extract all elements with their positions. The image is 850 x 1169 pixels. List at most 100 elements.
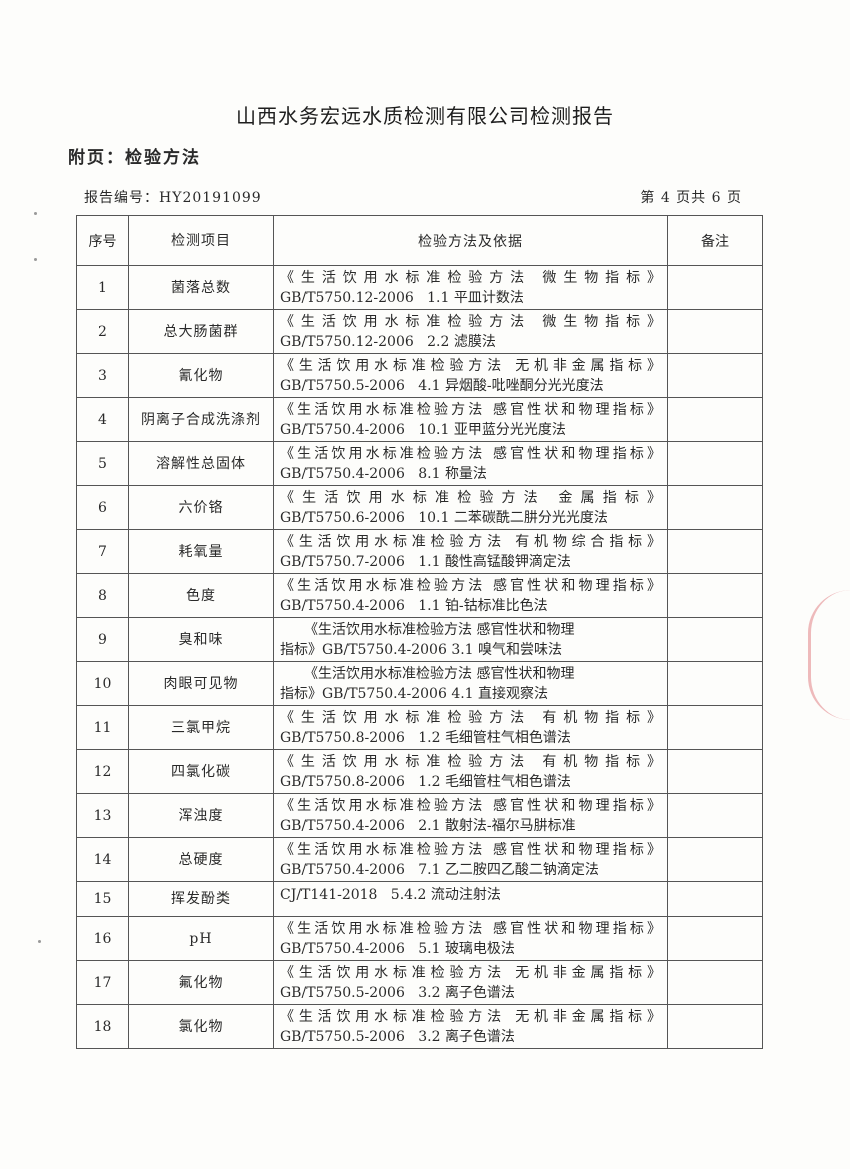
test-item: 六价铬 — [128, 485, 274, 530]
row-number: 10 — [76, 661, 129, 706]
test-item: 臭和味 — [128, 617, 274, 662]
row-number: 7 — [76, 529, 129, 574]
table-row: 17 氟化物 《生活饮用水标准检验方法 无机非金属指标》 GB/T5750.5-200… — [76, 960, 763, 1005]
test-method: 《生活饮用水标准检验方法 无机非金属指标》 GB/T5750.5-2006 3.2… — [273, 960, 668, 1005]
row-number: 8 — [76, 573, 129, 618]
test-method: 《生活饮用水标准检验方法 有机物指标》 GB/T5750.8-2006 1.2 毛… — [273, 705, 668, 750]
remark — [667, 573, 763, 618]
row-number: 11 — [76, 705, 129, 750]
method-standard: 《生活饮用水标准检验方法 有机物指标》 — [280, 709, 661, 726]
table-row: 1 菌落总数 《生活饮用水标准检验方法 微生物指标》 GB/T5750.12-2006… — [76, 265, 763, 310]
header-method: 检验方法及依据 — [273, 215, 668, 266]
row-number: 13 — [76, 793, 129, 838]
table-row: 3 氰化物 《生活饮用水标准检验方法 无机非金属指标》 GB/T5750.5-2006… — [76, 353, 763, 398]
remark — [667, 1004, 763, 1049]
method-reference: GB/T5750.5-2006 3.2 离子色谱法 — [280, 984, 515, 1001]
method-reference: GB/T5750.7-2006 1.1 酸性高锰酸钾滴定法 — [280, 553, 571, 570]
red-seal-stamp-partial — [808, 590, 850, 720]
table-row: 15 挥发酚类 CJ/T141-2018 5.4.2 流动注射法 — [76, 881, 763, 917]
method-reference: GB/T5750.8-2006 1.2 毛细管柱气相色谱法 — [280, 773, 571, 790]
method-standard: 《生活饮用水标准检验方法 微生物指标》 — [280, 313, 661, 330]
test-item: 氯化物 — [128, 1004, 274, 1049]
scan-speck — [34, 258, 37, 261]
table-header-row: 序号 检测项目 检验方法及依据 备注 — [76, 215, 763, 266]
method-standard: 《生活饮用水标准检验方法 感官性状和物理指标》 — [280, 401, 661, 418]
test-item: 总硬度 — [128, 837, 274, 882]
method-reference: GB/T5750.4-2006 2.1 散射法-福尔马肼标准 — [280, 817, 576, 834]
table-row: 12 四氯化碳 《生活饮用水标准检验方法 有机物指标》 GB/T5750.8-2006… — [76, 749, 763, 794]
test-item: 菌落总数 — [128, 265, 274, 310]
table-row: 6 六价铬 《生活饮用水标准检验方法 金属指标》 GB/T5750.6-2006 10… — [76, 485, 763, 530]
test-method: 《生活饮用水标准检验方法 感官性状和物理指标》 GB/T5750.4-2006 1… — [273, 397, 668, 442]
remark — [667, 960, 763, 1005]
test-method: 《生活饮用水标准检验方法 感官性状和物理指标》 GB/T5750.4-2006 7… — [273, 837, 668, 882]
row-number: 18 — [76, 1004, 129, 1049]
test-method: 《生活饮用水标准检验方法 无机非金属指标》 GB/T5750.5-2006 3.2… — [273, 1004, 668, 1049]
method-standard: 《生活饮用水标准检验方法 感官性状和物理指标》 — [280, 841, 661, 858]
test-method: 《生活饮用水标准检验方法 感官性状和物理指标》 GB/T5750.4-2006 2… — [273, 793, 668, 838]
test-item: 溶解性总固体 — [128, 441, 274, 486]
remark — [667, 397, 763, 442]
test-method: 《生活饮用水标准检验方法 有机物综合指标》 GB/T5750.7-2006 1.1… — [273, 529, 668, 574]
test-method: 《生活饮用水标准检验方法 有机物指标》 GB/T5750.8-2006 1.2 毛… — [273, 749, 668, 794]
table-row: 16 pH 《生活饮用水标准检验方法 感官性状和物理指标》 GB/T5750.4-20… — [76, 916, 763, 961]
remark — [667, 353, 763, 398]
test-item: 氟化物 — [128, 960, 274, 1005]
table-row: 4 阴离子合成洗涤剂 《生活饮用水标准检验方法 感官性状和物理指标》 GB/T5750… — [76, 397, 763, 442]
test-item: 总大肠菌群 — [128, 309, 274, 354]
scan-speck — [34, 212, 37, 215]
test-item: 肉眼可见物 — [128, 661, 274, 706]
method-standard: 《生活饮用水标准检验方法 无机非金属指标》 — [280, 357, 661, 374]
header-no: 序号 — [76, 215, 129, 266]
row-number: 12 — [76, 749, 129, 794]
row-number: 5 — [76, 441, 129, 486]
test-item: 色度 — [128, 573, 274, 618]
test-method: 《生活饮用水标准检验方法 无机非金属指标》 GB/T5750.5-2006 4.1… — [273, 353, 668, 398]
method-standard: 《生活饮用水标准检验方法 感官性状和物理指标》 — [280, 577, 661, 594]
remark — [667, 705, 763, 750]
test-item: 阴离子合成洗涤剂 — [128, 397, 274, 442]
row-number: 9 — [76, 617, 129, 662]
row-number: 6 — [76, 485, 129, 530]
row-number: 14 — [76, 837, 129, 882]
method-reference: GB/T5750.6-2006 10.1 二苯碳酰二肼分光光度法 — [280, 509, 608, 526]
row-number: 15 — [76, 881, 129, 917]
method-standard: 《生活饮用水标准检验方法 无机非金属指标》 — [280, 964, 661, 981]
remark — [667, 661, 763, 706]
document-title: 山西水务宏远水质检测有限公司检测报告 — [236, 104, 614, 128]
remark — [667, 793, 763, 838]
method-standard: 《生活饮用水标准检验方法 金属指标》 — [280, 489, 661, 506]
test-method: 《生活饮用水标准检验方法 感官性状和物理指标》 GB/T5750.4-2006 1… — [273, 573, 668, 618]
test-item: 三氯甲烷 — [128, 705, 274, 750]
remark — [667, 265, 763, 310]
test-item: 浑浊度 — [128, 793, 274, 838]
method-reference: GB/T5750.5-2006 4.1 异烟酸-吡唑酮分光光度法 — [280, 377, 604, 394]
test-method: 《生活饮用水标准检验方法 微生物指标》 GB/T5750.12-2006 2.2 … — [273, 309, 668, 354]
test-method: 《生活饮用水标准检验方法 微生物指标》 GB/T5750.12-2006 1.1 … — [273, 265, 668, 310]
row-number: 17 — [76, 960, 129, 1005]
scan-speck — [38, 940, 41, 943]
remark — [667, 485, 763, 530]
method-reference: GB/T5750.4-2006 1.1 铂-钴标准比色法 — [280, 597, 548, 614]
remark — [667, 309, 763, 354]
method-reference: GB/T5750.12-2006 1.1 平皿计数法 — [280, 289, 524, 306]
method-reference: GB/T5750.4-2006 10.1 亚甲蓝分光光度法 — [280, 421, 566, 438]
test-method: 《生活饮用水标准检验方法 感官性状和物理指标》 GB/T5750.4-2006 8… — [273, 441, 668, 486]
table-row: 14 总硬度 《生活饮用水标准检验方法 感官性状和物理指标》 GB/T5750.4-2… — [76, 837, 763, 882]
row-number: 4 — [76, 397, 129, 442]
remark — [667, 617, 763, 662]
row-number: 1 — [76, 265, 129, 310]
appendix-subtitle: 附页：检验方法 — [68, 148, 201, 168]
test-method: 《生活饮用水标准检验方法 金属指标》 GB/T5750.6-2006 10.1 二… — [273, 485, 668, 530]
table-row: 11 三氯甲烷 《生活饮用水标准检验方法 有机物指标》 GB/T5750.8-2006… — [76, 705, 763, 750]
remark — [667, 529, 763, 574]
table-row: 10 肉眼可见物 《生活饮用水标准检验方法 感官性状和物理 指标》GB/T5750.4… — [76, 661, 763, 706]
test-item: 四氯化碳 — [128, 749, 274, 794]
test-method: 《生活饮用水标准检验方法 感官性状和物理 指标》GB/T5750.4-2006 4… — [273, 661, 668, 706]
method-standard: 《生活饮用水标准检验方法 感官性状和物理指标》 — [280, 920, 661, 937]
method-standard: 《生活饮用水标准检验方法 感官性状和物理 — [304, 621, 575, 638]
method-reference: GB/T5750.4-2006 5.1 玻璃电极法 — [280, 940, 515, 957]
test-item: 挥发酚类 — [128, 881, 274, 917]
method-reference: GB/T5750.12-2006 2.2 滤膜法 — [280, 333, 496, 350]
method-standard: 《生活饮用水标准检验方法 感官性状和物理指标》 — [280, 445, 661, 462]
